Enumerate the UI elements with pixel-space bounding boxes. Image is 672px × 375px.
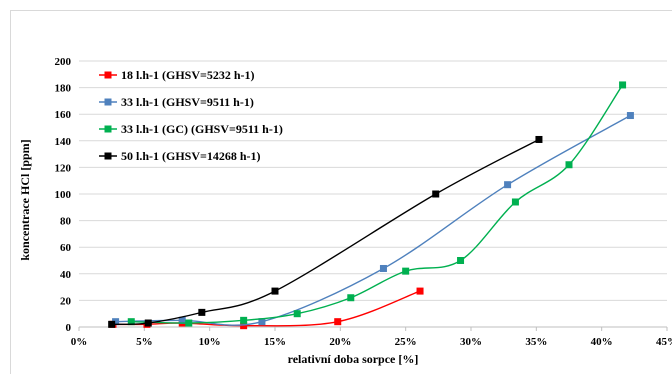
- legend-marker: [105, 99, 112, 106]
- legend-label: 33 l.h-1 (GC) (GHSV=9511 h-1): [121, 122, 283, 136]
- data-point: [457, 257, 464, 264]
- legend-label: 33 l.h-1 (GHSV=9511 h-1): [121, 95, 254, 109]
- data-point: [504, 181, 511, 188]
- legend-item-4: 50 l.h-1 (GHSV=14268 h-1): [99, 149, 261, 163]
- data-point: [185, 320, 192, 327]
- y-tick-label: 100: [55, 189, 72, 201]
- y-tick-label: 140: [55, 136, 72, 148]
- x-tick-label: 0%: [71, 336, 88, 348]
- legend-item-3: 33 l.h-1 (GC) (GHSV=9511 h-1): [99, 122, 283, 136]
- data-point: [108, 321, 115, 328]
- legend-item-1: 18 l.h-1 (GHSV=5232 h-1): [99, 68, 255, 82]
- data-point: [380, 265, 387, 272]
- data-point: [240, 317, 247, 324]
- chart-svg: 0 20 40 60 80 100 120 140 160 180 200 0% 5% 10% 15% 20%…: [11, 11, 672, 375]
- data-point: [402, 268, 409, 275]
- data-point: [512, 198, 519, 205]
- series-4: [108, 136, 542, 328]
- data-point: [294, 310, 301, 317]
- legend-label: 50 l.h-1 (GHSV=14268 h-1): [121, 149, 261, 163]
- y-tick-label: 80: [60, 216, 72, 228]
- x-tick-label: 20%: [329, 336, 351, 348]
- y-tick-label: 60: [60, 242, 72, 254]
- series-line: [131, 85, 622, 323]
- x-tick-label: 40%: [591, 336, 613, 348]
- data-point: [432, 191, 439, 198]
- data-point: [566, 161, 573, 168]
- y-tick-label: 200: [55, 56, 72, 68]
- data-point: [417, 288, 424, 295]
- legend-label: 18 l.h-1 (GHSV=5232 h-1): [121, 68, 255, 82]
- x-tick-label: 30%: [460, 336, 482, 348]
- x-axis-label: relativní doba sorpce [%]: [288, 352, 419, 366]
- series-3: [128, 81, 626, 326]
- y-tick-label: 40: [60, 269, 72, 281]
- x-tick-label: 35%: [525, 336, 547, 348]
- y-tick-label: 160: [55, 109, 72, 121]
- x-tick-label: 15%: [264, 336, 286, 348]
- x-tick-label: 5%: [136, 336, 153, 348]
- x-tick-label: 25%: [395, 336, 417, 348]
- y-tick-label: 20: [60, 295, 72, 307]
- data-point: [619, 81, 626, 88]
- data-point: [347, 294, 354, 301]
- data-point: [535, 136, 542, 143]
- data-point: [334, 318, 341, 325]
- legend-marker: [105, 153, 112, 160]
- series-2: [112, 112, 634, 325]
- data-point: [627, 112, 634, 119]
- legend-marker: [105, 126, 112, 133]
- legend-marker: [105, 72, 112, 79]
- legend-item-2: 33 l.h-1 (GHSV=9511 h-1): [99, 95, 254, 109]
- chart-container: 0 20 40 60 80 100 120 140 160 180 200 0% 5% 10% 15% 20%…: [10, 10, 672, 374]
- series-layer: [108, 81, 634, 329]
- y-axis-label: koncentrace HCl [ppm]: [18, 139, 32, 260]
- legend: 18 l.h-1 (GHSV=5232 h-1) 33 l.h-1 (GHSV=9…: [99, 68, 283, 163]
- data-point: [198, 309, 205, 316]
- y-tick-label: 120: [55, 162, 72, 174]
- y-tick-label: 0: [66, 322, 72, 334]
- data-point: [272, 288, 279, 295]
- x-tick-label: 10%: [199, 336, 221, 348]
- y-tick-label: 180: [55, 83, 72, 95]
- data-point: [145, 320, 152, 327]
- x-tick-label: 45%: [656, 336, 672, 348]
